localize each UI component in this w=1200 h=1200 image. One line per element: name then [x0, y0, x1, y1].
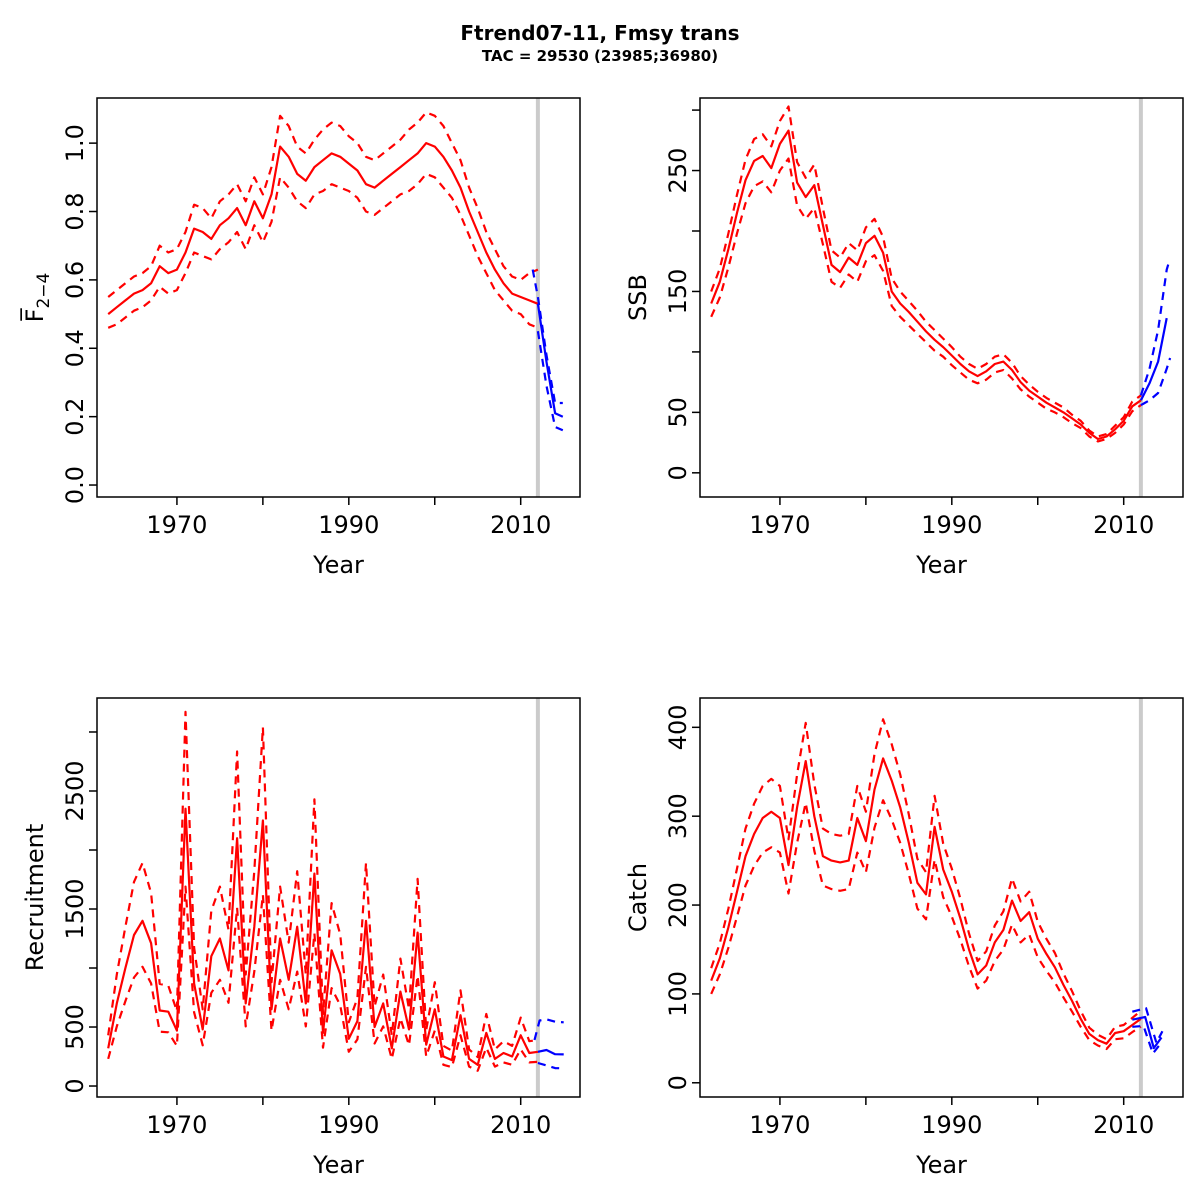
ssb-lower-ci-forecast-line — [1140, 357, 1172, 407]
ssb-y-tick-label: 250 — [664, 148, 692, 194]
catch-y-tick-label: 0 — [664, 1075, 692, 1090]
catch-median-historical-line — [710, 757, 1142, 1045]
catch-x-tick-label: 2010 — [1093, 1111, 1154, 1139]
fbar-plot-border — [96, 97, 581, 498]
fbar-series-group — [107, 111, 564, 432]
catch-y-tick-label: 400 — [664, 704, 692, 750]
recruitment-panel: 1970 1990 2010 0 500 1500 2500 Year Recruitment — [21, 697, 581, 1179]
catch-lower-ci-historical-line — [710, 799, 1142, 1051]
ssb-upper-ci-historical-line — [710, 105, 1142, 438]
ssb-panel: 1970 1990 2010 0 50 150 250 Year SSB — [624, 97, 1184, 579]
catch-plot-border — [699, 697, 1184, 1098]
recruitment-x-tick-label: 2010 — [490, 1111, 551, 1139]
recruitment-x-tick-label: 1970 — [146, 1111, 207, 1139]
fbar-lower-ci-historical-line — [107, 172, 539, 329]
ssb-lower-ci-historical-line — [710, 157, 1142, 443]
recruitment-lower-ci-forecast-line — [537, 1061, 564, 1070]
ssb-y-axis-label: SSB — [624, 274, 652, 321]
fbar-y-tick-label: 0.4 — [61, 329, 89, 367]
fbar-x-tick-label: 2010 — [490, 511, 551, 539]
ssb-y-tick-label: 0 — [664, 465, 692, 480]
ssb-median-forecast-line — [1139, 317, 1168, 401]
ssb-x-tick-label: 1970 — [749, 511, 810, 539]
fbar-x-axis-label: Year — [312, 551, 364, 579]
catch-y-axis-label: Catch — [624, 863, 652, 932]
fbar-y-tick-label: 1.0 — [61, 124, 89, 162]
fbar-upper-ci-forecast-line — [531, 269, 563, 405]
recruitment-series-group — [107, 710, 564, 1072]
fbar-panel: 1970 1990 2010 0.0 0.2 0.4 0.6 0.8 1.0 Year F̅2−4 — [20, 97, 581, 579]
catch-lower-ci-forecast-line — [1132, 1024, 1161, 1055]
recruitment-y-tick-label: 1500 — [61, 878, 89, 939]
plot-subtitle: TAC = 29530 (23985;36980) — [481, 47, 719, 65]
catch-upper-ci-forecast-line — [1132, 1007, 1164, 1044]
recruitment-x-axis-label: Year — [312, 1151, 364, 1179]
fbar-upper-ci-historical-line — [107, 111, 539, 298]
catch-y-tick-label: 200 — [664, 882, 692, 928]
fbar-lower-ci-forecast-line — [536, 331, 564, 432]
catch-x-axis-label: Year — [915, 1151, 967, 1179]
ssb-y-tick-label: 150 — [664, 269, 692, 315]
recruitment-median-forecast-line — [537, 1048, 564, 1056]
recruitment-y-tick-label: 2500 — [61, 760, 89, 821]
ssb-plot-border — [699, 97, 1184, 498]
catch-median-forecast-line — [1132, 1015, 1163, 1050]
plot-title: Ftrend07-11, Fmsy trans — [460, 21, 740, 45]
ssb-y-tick-label: 50 — [664, 397, 692, 428]
catch-y-tick-label: 300 — [664, 793, 692, 839]
recruitment-median-historical-line — [107, 807, 539, 1066]
fbar-median-historical-line — [107, 142, 539, 315]
fbar-y-tick-label: 0.0 — [61, 466, 89, 504]
recruitment-plot-border — [96, 697, 581, 1098]
catch-x-tick-label: 1970 — [749, 1111, 810, 1139]
ssb-x-axis-label: Year — [915, 551, 967, 579]
recruitment-y-axis-label: Recruitment — [21, 824, 49, 971]
ssb-x-tick-label: 1990 — [921, 511, 982, 539]
fbar-y-tick-label: 0.8 — [61, 192, 89, 230]
catch-series-group — [710, 718, 1164, 1055]
ssb-series-group — [710, 105, 1172, 443]
recruitment-lower-ci-historical-line — [107, 885, 538, 1072]
ssb-x-tick-label: 2010 — [1093, 511, 1154, 539]
fbar-y-tick-label: 0.6 — [61, 261, 89, 299]
fbar-x-tick-label: 1970 — [146, 511, 207, 539]
fbar-x-tick-label: 1990 — [318, 511, 379, 539]
fbar-y-axis-label: F̅2−4 — [20, 273, 54, 323]
catch-x-tick-label: 1990 — [921, 1111, 982, 1139]
plot-header: Ftrend07-11, Fmsy trans TAC = 29530 (239… — [0, 22, 1200, 65]
ssb-median-historical-line — [710, 129, 1142, 441]
recruitment-y-tick-label: 0 — [61, 1078, 89, 1093]
catch-panel: 1970 1990 2010 0 100 200 300 400 Year Catch — [624, 697, 1184, 1179]
catch-upper-ci-historical-line — [710, 718, 1142, 1041]
recruitment-upper-ci-historical-line — [107, 710, 539, 1059]
ssb-upper-ci-forecast-line — [1139, 260, 1171, 396]
recruitment-y-tick-label: 500 — [61, 1004, 89, 1050]
catch-y-tick-label: 100 — [664, 971, 692, 1017]
recruitment-x-tick-label: 1990 — [318, 1111, 379, 1139]
fbar-y-tick-label: 0.2 — [61, 398, 89, 436]
